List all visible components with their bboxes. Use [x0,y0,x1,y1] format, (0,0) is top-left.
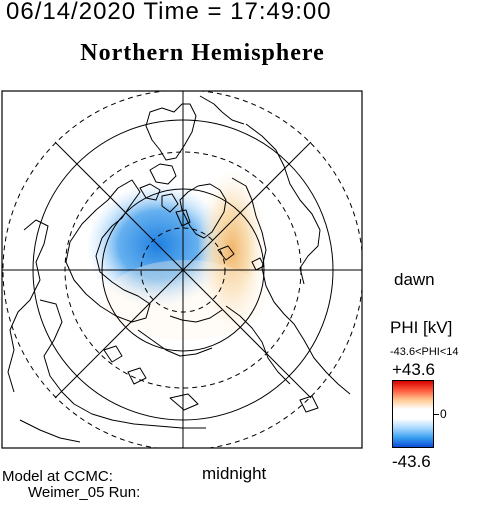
run-label: Weimer_05 Run: [28,484,141,501]
midnight-label: midnight [202,464,267,483]
colorbar-mid-label: 0 [440,407,447,421]
colorbar [392,380,434,448]
positive-potential-cell [198,170,266,330]
dawn-label: dawn [394,270,435,289]
map-title: Northern Hemisphere [80,40,325,66]
coastlines [7,95,351,443]
colorbar-range: -43.6<PHI<14 [390,346,459,358]
polar-potential-map [1,90,363,449]
date-time-label: 06/14/2020 Time = 17:49:00 [6,0,332,25]
colorbar-min-label: -43.6 [392,452,431,471]
map-frame [1,90,363,449]
colorbar-zero-tick [434,414,439,415]
colorbar-title: PHI [kV] [390,318,453,337]
colorbar-max-label: +43.6 [392,360,436,379]
model-label: Model at CCMC: [2,468,113,485]
